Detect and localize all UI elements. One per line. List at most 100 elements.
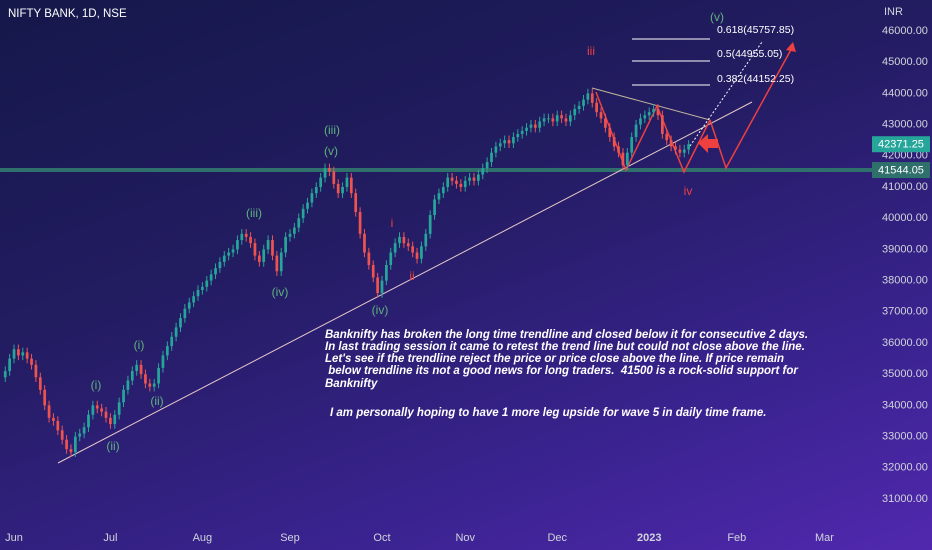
candle-body bbox=[139, 364, 143, 375]
candle-body bbox=[345, 177, 349, 188]
y-tick-label: 45000.00 bbox=[882, 56, 928, 68]
candle-body bbox=[95, 405, 99, 409]
fib-label: 0.382(44152.25) bbox=[717, 73, 794, 85]
currency-label: INR bbox=[884, 6, 903, 18]
candle-body bbox=[520, 130, 524, 134]
wave-label: iii bbox=[587, 44, 595, 58]
y-tick-label: 33000.00 bbox=[882, 430, 928, 442]
wave-label: (iii) bbox=[246, 206, 262, 220]
y-tick-label: 43000.00 bbox=[882, 119, 928, 131]
candle-body bbox=[284, 236, 287, 253]
y-tick-label: 44000.00 bbox=[882, 87, 928, 99]
support-price-box bbox=[872, 162, 930, 179]
y-tick-label: 40000.00 bbox=[882, 212, 928, 224]
candle-body bbox=[349, 177, 353, 194]
support-price-label: 41544.05 bbox=[878, 164, 924, 176]
candle-body bbox=[104, 411, 108, 418]
candle-body bbox=[398, 236, 401, 244]
candle-body bbox=[192, 296, 195, 303]
projection-dotted bbox=[689, 41, 763, 147]
candle-body bbox=[639, 118, 642, 125]
wave-label: (ii) bbox=[106, 439, 119, 453]
y-tick-label: 31000.00 bbox=[882, 493, 928, 505]
candle-body bbox=[34, 364, 38, 378]
candle-body bbox=[608, 127, 612, 138]
candle-body bbox=[336, 183, 340, 194]
candle-body bbox=[455, 180, 458, 184]
candle-body bbox=[569, 115, 572, 122]
candle-body bbox=[687, 144, 690, 150]
candle-body bbox=[109, 417, 112, 425]
note-line: I am personally hoping to have 1 more le… bbox=[330, 407, 766, 419]
candle-body bbox=[126, 380, 130, 390]
candle-body bbox=[551, 118, 555, 122]
candle-body bbox=[187, 302, 191, 309]
candle-body bbox=[547, 118, 550, 120]
triangle-top bbox=[591, 87, 711, 121]
candle-body bbox=[60, 430, 64, 440]
candle-body bbox=[73, 436, 77, 453]
candle-body bbox=[266, 240, 270, 250]
wave-iv-path bbox=[595, 91, 711, 174]
candle-body bbox=[165, 346, 169, 356]
candle-body bbox=[249, 236, 252, 244]
candle-body bbox=[3, 371, 7, 378]
candle-body bbox=[494, 146, 498, 153]
x-tick-label: Oct bbox=[373, 532, 390, 544]
candle-body bbox=[179, 318, 182, 328]
candle-body bbox=[625, 152, 629, 166]
x-tick-label: Jun bbox=[5, 532, 23, 544]
candle-body bbox=[389, 252, 393, 265]
candle-body bbox=[437, 193, 441, 200]
candle-body bbox=[157, 367, 160, 384]
candle-body bbox=[617, 146, 620, 153]
candle-body bbox=[682, 149, 686, 153]
candle-body bbox=[17, 349, 20, 356]
candle-body bbox=[152, 383, 156, 387]
candle-body bbox=[301, 208, 305, 219]
candle-body bbox=[130, 371, 134, 381]
candle-body bbox=[279, 252, 283, 272]
candle-body bbox=[582, 99, 585, 106]
candle-body bbox=[669, 140, 673, 147]
candle-body bbox=[577, 105, 581, 110]
note-line: Banknifty bbox=[325, 378, 378, 390]
candle-body bbox=[38, 377, 42, 390]
candle-body bbox=[310, 193, 314, 203]
candle-body bbox=[468, 177, 471, 181]
candle-body bbox=[371, 264, 375, 278]
candle-body bbox=[113, 414, 117, 425]
candle-body bbox=[485, 162, 489, 169]
candle-body bbox=[205, 280, 209, 287]
candle-body bbox=[82, 427, 86, 434]
x-tick-label: Jul bbox=[103, 532, 117, 544]
candle-body bbox=[148, 383, 152, 387]
y-tick-label: 35000.00 bbox=[882, 368, 928, 380]
fib-label: 0.618(45757.85) bbox=[717, 24, 794, 36]
candle-body bbox=[358, 211, 362, 234]
candle-body bbox=[586, 93, 590, 100]
candle-body bbox=[542, 118, 546, 122]
candle-body bbox=[91, 405, 95, 415]
trendline bbox=[57, 101, 753, 464]
candle-body bbox=[411, 246, 415, 253]
candle-body bbox=[12, 349, 16, 359]
candle-body bbox=[590, 93, 594, 103]
candle-body bbox=[117, 402, 121, 415]
x-tick-label: Mar bbox=[815, 532, 834, 544]
projection-arrowhead bbox=[786, 42, 796, 52]
wave-label: (i) bbox=[91, 378, 102, 392]
note-line: Banknifty has broken the long time trend… bbox=[325, 329, 808, 341]
candle-body bbox=[428, 215, 432, 234]
candle-body bbox=[100, 408, 103, 412]
wave-label: (i) bbox=[134, 338, 145, 352]
candle-body bbox=[214, 268, 217, 275]
candle-body bbox=[69, 449, 73, 453]
candle-body bbox=[459, 183, 463, 188]
candle-body bbox=[43, 389, 47, 406]
candle-body bbox=[52, 417, 55, 421]
wave-label: (ii) bbox=[150, 394, 163, 408]
candle-body bbox=[306, 202, 309, 209]
